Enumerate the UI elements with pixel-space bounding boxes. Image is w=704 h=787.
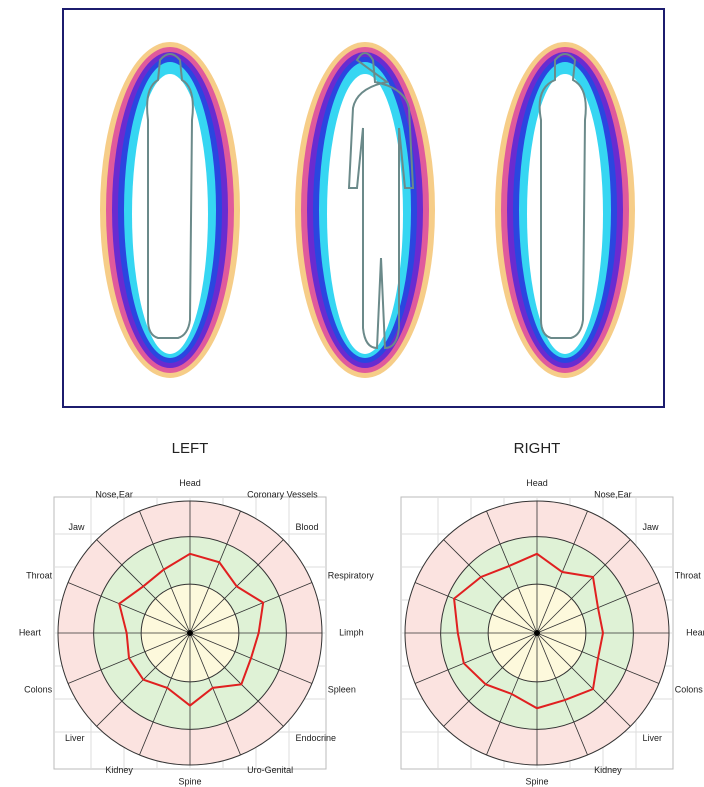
- category-label: Head: [179, 478, 201, 488]
- spoke: [139, 632, 191, 756]
- category-label: Blood: [295, 522, 318, 532]
- spoke: [189, 510, 241, 634]
- spoke: [189, 632, 241, 756]
- value-line: [118, 552, 265, 707]
- chart-title: RIGHT: [514, 440, 561, 457]
- category-label: Throat: [26, 570, 53, 580]
- spoke: [67, 582, 191, 634]
- aura-image: [62, 8, 665, 408]
- value-line: [453, 552, 605, 710]
- category-label: Colons: [675, 684, 704, 694]
- category-label: Nose,Ear: [594, 490, 632, 500]
- category-label: Throat: [675, 570, 702, 580]
- spoke: [414, 632, 538, 684]
- spoke: [443, 539, 538, 634]
- chart-title: LEFT: [172, 440, 209, 457]
- category-label: Coronary Vessels: [247, 490, 318, 500]
- spoke: [443, 632, 538, 727]
- category-label: Jaw: [642, 522, 659, 532]
- spoke: [536, 632, 588, 756]
- spoke: [414, 582, 538, 634]
- category-label: Kidney: [105, 765, 133, 775]
- category-label: Head: [526, 478, 548, 488]
- category-label: Spleen: [328, 684, 356, 694]
- category-label: Spine: [178, 777, 201, 787]
- category-label: Kidney: [594, 765, 622, 775]
- category-label: Heart: [19, 627, 42, 637]
- category-label: Endocrine: [295, 733, 336, 743]
- spoke: [536, 539, 631, 634]
- spoke: [536, 632, 631, 727]
- category-label: Liver: [642, 733, 662, 743]
- spoke: [189, 582, 313, 634]
- category-label: Colons: [24, 684, 53, 694]
- category-label: Spine: [525, 777, 548, 787]
- category-label: Nose,Ear: [95, 490, 133, 500]
- category-label: Uro-Genital: [247, 765, 293, 775]
- radar-chart: LEFT Head Coronary Vessels Blood Respiratory…: [19, 440, 374, 787]
- category-label: Liver: [65, 733, 85, 743]
- category-label: Jaw: [69, 522, 86, 532]
- category-label: Limph: [339, 627, 364, 637]
- center-dot: [534, 630, 540, 636]
- spoke: [189, 632, 284, 727]
- spoke: [139, 510, 191, 634]
- center-dot: [187, 630, 193, 636]
- radar-chart: RIGHT Head Nose,Ear Jaw Throat Heart Colons Liv…: [400, 440, 704, 787]
- category-label: Respiratory: [328, 570, 375, 580]
- spoke: [486, 510, 538, 634]
- category-label: Heart: [686, 627, 704, 637]
